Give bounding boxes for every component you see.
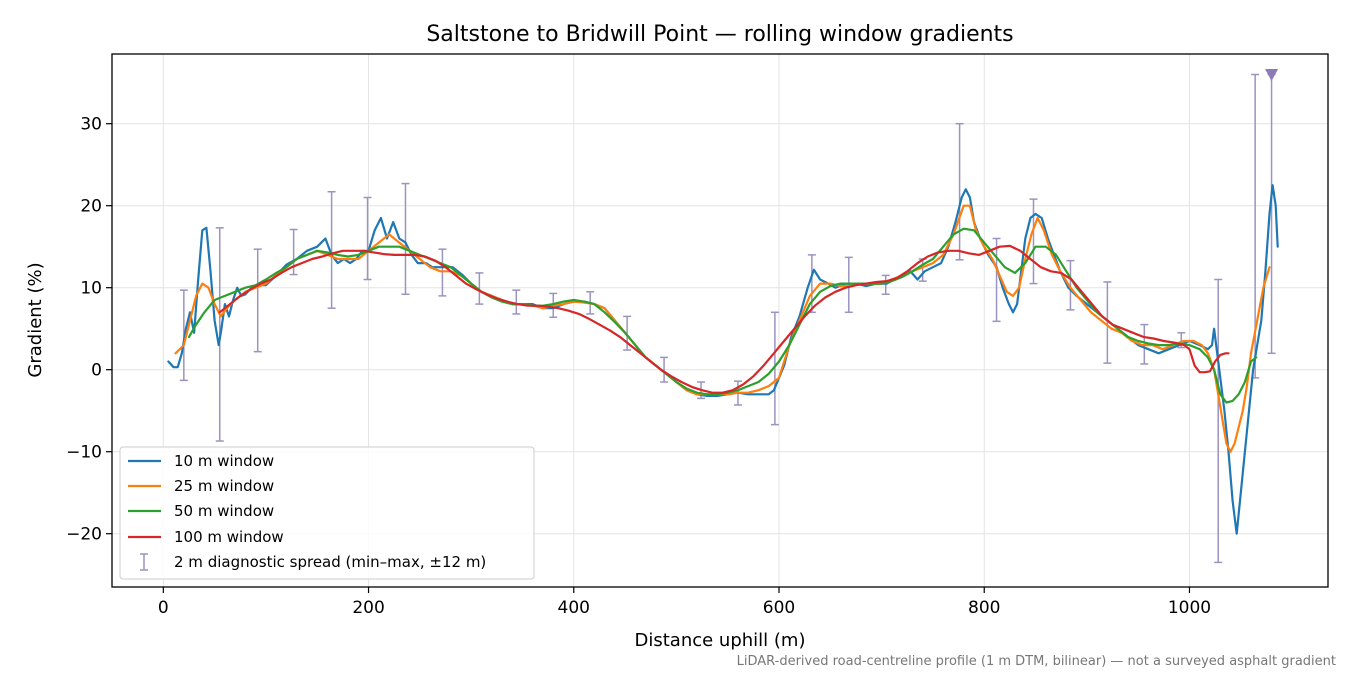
errorbar [992,237,1001,323]
y-tick-label: −10 [66,443,102,463]
errorbar [327,191,336,309]
y-tick-label: 10 [80,279,102,299]
errorbar [660,356,669,383]
x-axis: 0 200 400 600 800 1000 [158,587,1211,618]
y-tick-label: 20 [80,197,102,217]
plot-frame [111,53,1329,588]
errorbar [1214,278,1223,564]
x-tick-label: 200 [352,598,384,618]
y-tick-label: 0 [91,361,102,381]
x-tick-label: 1000 [1168,598,1211,618]
series-group [167,184,1279,535]
errorbar [438,248,447,297]
errorbar-group [179,73,1276,564]
errorbar [1103,281,1112,364]
errorbar [955,122,964,261]
peak-marker [1265,69,1279,81]
chart-title: Saltstone to Bridwill Point — rolling wi… [426,22,1013,47]
footnote: LiDAR-derived road-centreline profile (1… [737,654,1336,669]
x-axis-label: Distance uphill (m) [635,630,806,651]
errorbar [1066,259,1075,311]
errorbar [363,196,372,281]
errorbar [475,272,484,305]
errorbar [512,289,521,315]
series-line-4 [218,244,1230,394]
legend-label: 100 m window [174,528,284,546]
errorbar [844,256,853,314]
errorbar [623,315,632,351]
y-tick-label: 30 [80,115,102,135]
legend-label: 2 m diagnostic spread (min–max, ±12 m) [174,553,486,571]
x-tick-label: 400 [558,598,590,618]
y-tick-label: −20 [66,525,102,545]
errorbar [881,274,890,296]
errorbar [770,311,779,426]
series-line-2 [174,204,1271,453]
legend-errorbar-swatch [140,553,148,571]
errorbar [253,248,262,353]
errorbar [401,182,410,296]
marker-group [1265,69,1279,81]
legend-label: 50 m window [174,502,274,520]
errorbar [1029,198,1038,285]
x-tick-label: 600 [763,598,795,618]
series-line-1 [167,184,1279,535]
legend-label: 10 m window [174,452,274,470]
legend-label: 25 m window [174,477,274,495]
x-tick-label: 0 [158,598,169,618]
legend: 10 m window 25 m window 50 m window 100 m w… [119,446,535,580]
y-axis: −20 −10 0 10 20 30 [66,115,112,545]
y-axis-label: Gradient (%) [25,262,46,377]
legend-frame [119,446,535,580]
x-tick-label: 800 [968,598,1000,618]
